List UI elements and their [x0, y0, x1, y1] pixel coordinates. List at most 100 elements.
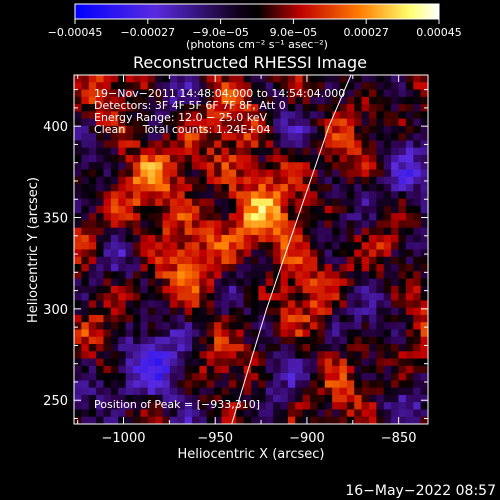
- heatmap-cell: [199, 387, 208, 396]
- heatmap-cell: [147, 89, 156, 98]
- heatmap-cell: [346, 213, 355, 222]
- heatmap-cell: [155, 336, 164, 345]
- heatmap-cell: [133, 329, 141, 338]
- heatmap-cell: [184, 111, 193, 120]
- heatmap-cell: [413, 213, 422, 222]
- heatmap-cell: [221, 409, 230, 418]
- heatmap-cell: [405, 147, 414, 156]
- colorbar-tick-label: 9.0e−05: [270, 26, 317, 39]
- heatmap-cell: [103, 118, 112, 127]
- heatmap-cell: [192, 278, 200, 287]
- heatmap-cell: [147, 365, 156, 374]
- heatmap-cell: [88, 82, 97, 91]
- heatmap-cell: [302, 198, 311, 207]
- heatmap-cell: [96, 380, 105, 389]
- heatmap-cell: [110, 256, 119, 265]
- heatmap-cell: [339, 416, 348, 424]
- heatmap-cell: [88, 111, 97, 120]
- heatmap-cell: [192, 111, 200, 120]
- heatmap-cell: [302, 147, 311, 156]
- heatmap-cell: [110, 271, 119, 280]
- heatmap-cell: [184, 307, 193, 316]
- heatmap-cell: [339, 336, 348, 345]
- heatmap-cell: [118, 329, 127, 338]
- heatmap-cell: [243, 162, 252, 171]
- heatmap-cell: [391, 344, 400, 352]
- heatmap-cell: [310, 227, 318, 236]
- heatmap-cell: [96, 125, 105, 134]
- heatmap-cell: [162, 75, 171, 83]
- heatmap-cell: [376, 191, 385, 200]
- heatmap-cell: [354, 176, 363, 185]
- heatmap-cell: [147, 264, 156, 272]
- heatmap-cell: [177, 75, 186, 83]
- heatmap-cell: [287, 285, 296, 294]
- heatmap-cell: [192, 184, 200, 192]
- heatmap-cell: [192, 133, 200, 142]
- heatmap-cell: [96, 213, 105, 222]
- heatmap-cell: [339, 118, 348, 127]
- heatmap-cell: [383, 409, 392, 418]
- heatmap-cell: [391, 307, 400, 316]
- heatmap-cell: [184, 133, 193, 142]
- heatmap-cell: [398, 300, 407, 309]
- heatmap-cell: [96, 184, 105, 192]
- heatmap-cell: [280, 344, 289, 352]
- heatmap-cell: [236, 220, 245, 229]
- heatmap-cell: [324, 271, 333, 280]
- heatmap-cell: [133, 227, 141, 236]
- heatmap-cell: [302, 394, 311, 403]
- heatmap-cell: [214, 264, 223, 272]
- heatmap-cell: [184, 184, 193, 192]
- heatmap-cell: [310, 322, 318, 331]
- heatmap-cell: [324, 285, 333, 294]
- heatmap-cell: [177, 402, 186, 411]
- heatmap-cell: [287, 300, 296, 309]
- heatmap-cell: [206, 176, 215, 185]
- heatmap-cell: [280, 256, 289, 265]
- heatmap-cell: [147, 314, 156, 323]
- heatmap-cell: [361, 271, 370, 280]
- heatmap-cell: [310, 344, 318, 352]
- heatmap-cell: [346, 358, 355, 367]
- heatmap-cell: [354, 387, 363, 396]
- heatmap-cell: [96, 322, 105, 331]
- heatmap-cell: [169, 220, 178, 229]
- heatmap-cell: [398, 75, 407, 83]
- heatmap-cell: [317, 213, 326, 222]
- heatmap-cell: [346, 285, 355, 294]
- heatmap-cell: [361, 344, 370, 352]
- heatmap-cell: [287, 147, 296, 156]
- heatmap-cell: [206, 307, 215, 316]
- heatmap-cell: [88, 184, 97, 192]
- heatmap-cell: [199, 256, 208, 265]
- heatmap-cell: [324, 249, 333, 258]
- heatmap-cell: [420, 75, 428, 83]
- heatmap-cell: [169, 104, 178, 112]
- heatmap-cell: [177, 205, 186, 214]
- heatmap-cell: [324, 344, 333, 352]
- heatmap-cell: [155, 329, 164, 338]
- heatmap-cell: [354, 329, 363, 338]
- heatmap-cell: [169, 358, 178, 367]
- heatmap-cell: [265, 365, 274, 374]
- heatmap-cell: [243, 256, 252, 265]
- heatmap-cell: [420, 184, 428, 192]
- heatmap-cell: [199, 162, 208, 171]
- heatmap-cell: [88, 205, 97, 214]
- heatmap-cell: [317, 256, 326, 265]
- heatmap-cell: [177, 154, 186, 163]
- heatmap-cell: [184, 82, 193, 91]
- heatmap-cell: [184, 344, 193, 352]
- heatmap-cell: [317, 220, 326, 229]
- heatmap-cell: [391, 365, 400, 374]
- heatmap-cell: [265, 402, 274, 411]
- heatmap-cell: [147, 307, 156, 316]
- heatmap-cell: [251, 300, 259, 309]
- heatmap-cell: [398, 154, 407, 163]
- heatmap-cell: [280, 329, 289, 338]
- heatmap-cell: [302, 344, 311, 352]
- heatmap-cell: [199, 409, 208, 418]
- heatmap-cell: [376, 111, 385, 120]
- heatmap-cell: [236, 96, 245, 105]
